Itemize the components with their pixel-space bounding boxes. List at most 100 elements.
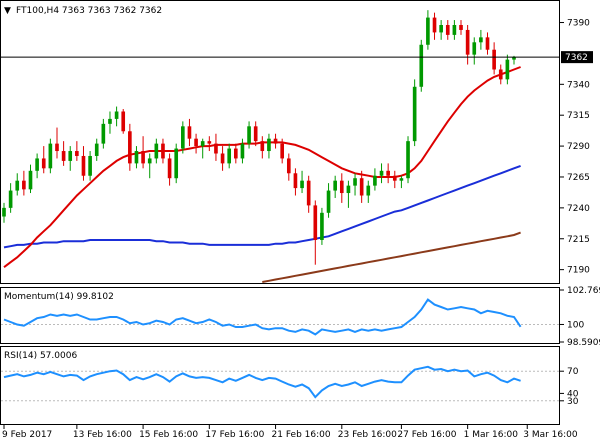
ma-slow-line <box>262 231 521 283</box>
candle-bear <box>75 151 79 156</box>
price-chart-title: FT100,H4 7363 7363 7362 7362 <box>16 6 162 16</box>
candle-bull <box>452 25 457 35</box>
momentum-title: Momentum(14) 99.8102 <box>4 292 114 302</box>
candle-bull <box>2 207 6 217</box>
x-axis-label: 1 Mar 16:00 <box>464 430 519 440</box>
candle-bear <box>187 126 192 139</box>
candle-bear <box>81 155 86 176</box>
price-y-tick-label: 7190 <box>567 266 590 276</box>
candle-bear <box>339 180 344 194</box>
candle-bull <box>512 57 516 60</box>
candle-bull <box>8 190 13 208</box>
candle-bull <box>134 151 139 164</box>
candle-bear <box>141 151 145 164</box>
candle-bull <box>114 111 119 119</box>
momentum-indicator: 102.7693 100 98.5909 <box>1 286 600 348</box>
candle-bear <box>498 69 503 80</box>
candle-bull <box>174 148 179 179</box>
candle-bear <box>459 25 463 30</box>
momentum-y-tick-label: 102.7693 <box>567 286 600 296</box>
price-y-tick-label: 7215 <box>567 235 590 245</box>
candle-bear <box>359 178 364 196</box>
ma-mid-line <box>3 164 521 249</box>
candle-bull <box>379 170 384 176</box>
price-y-tick-label: 7315 <box>567 111 590 121</box>
x-axis-label: 3 Mar 16:00 <box>523 430 578 440</box>
candle-bull <box>267 138 271 152</box>
x-axis-label: 17 Feb 16:00 <box>205 430 264 440</box>
chart-title-arrow[interactable]: ▼ <box>4 6 11 16</box>
rsi-y-tick-label: 40 <box>567 389 579 399</box>
candlesticks <box>2 10 516 265</box>
x-axis-label: 23 Feb 16:00 <box>338 430 397 440</box>
candle-bull <box>181 126 185 149</box>
candle-bull <box>479 37 483 43</box>
candle-bull <box>88 155 92 176</box>
candle-bear <box>55 143 59 152</box>
candle-bull <box>68 151 73 161</box>
momentum-pane <box>0 287 560 344</box>
candle-bear <box>167 158 172 179</box>
candle-bear <box>220 153 225 164</box>
candle-bull <box>48 143 53 169</box>
current-price-line: 7362 <box>1 51 593 64</box>
candle-bear <box>293 173 298 189</box>
candle-bull <box>101 123 106 144</box>
price-y-tick-label: 7240 <box>567 204 590 214</box>
candle-bear <box>485 37 490 50</box>
candle-bear <box>465 29 470 55</box>
candle-bear <box>273 138 278 144</box>
rsi-title: RSI(14) 57.0006 <box>4 351 77 361</box>
candle-bear <box>121 111 126 132</box>
candle-bear <box>22 180 26 190</box>
candle-bear <box>61 151 66 161</box>
momentum-y-tick-label: 98.5909 <box>567 338 600 348</box>
candle-bull <box>373 175 377 186</box>
candle-bull <box>472 42 477 55</box>
candle-bull <box>15 180 20 191</box>
price-y-tick-label: 7390 <box>567 19 590 29</box>
momentum-y-tick-label: 100 <box>567 320 584 330</box>
price-y-tick-label: 7290 <box>567 142 590 152</box>
x-axis-label: 13 Feb 16:00 <box>73 430 132 440</box>
candle-bear <box>313 205 318 240</box>
candle-bull <box>35 158 39 171</box>
candle-bull <box>406 141 410 179</box>
candle-bull <box>28 170 33 190</box>
x-axis-label: 9 Feb 2017 <box>2 430 52 440</box>
current-price-tag <box>561 51 593 64</box>
momentum-line <box>3 298 522 336</box>
candle-bear <box>194 138 198 147</box>
candle-bull <box>326 190 331 213</box>
candle-bull <box>346 185 351 194</box>
candle-bull <box>94 143 99 156</box>
candle-bull <box>412 86 417 142</box>
candle-bull <box>505 59 510 80</box>
candle-bear <box>128 131 132 164</box>
candle-bull <box>300 180 304 189</box>
candle-bull <box>333 180 337 191</box>
candle-bull <box>108 118 112 124</box>
candle-bear <box>161 143 165 159</box>
time-x-axis: 9 Feb 2017 13 Feb 16:00 15 Feb 16:00 17 Feb… <box>2 425 578 440</box>
rsi-y-tick-label: 30 <box>567 397 579 407</box>
candle-bear <box>207 141 212 144</box>
candle-bull <box>366 185 371 196</box>
candle-bear <box>214 143 218 154</box>
candle-bear <box>41 158 46 169</box>
candle-bull <box>240 143 245 159</box>
price-y-tick-label: 7340 <box>567 80 590 90</box>
candle-bull <box>353 178 357 186</box>
candle-bull <box>200 141 205 147</box>
x-axis-label: 27 Feb 16:00 <box>397 430 456 440</box>
candle-bear <box>253 126 258 142</box>
candle-bear <box>280 143 285 159</box>
candle-bear <box>492 49 496 70</box>
x-axis-label: 15 Feb 16:00 <box>139 430 198 440</box>
candle-bull <box>439 25 443 33</box>
candle-bear <box>432 17 437 33</box>
candle-bull <box>247 126 251 144</box>
